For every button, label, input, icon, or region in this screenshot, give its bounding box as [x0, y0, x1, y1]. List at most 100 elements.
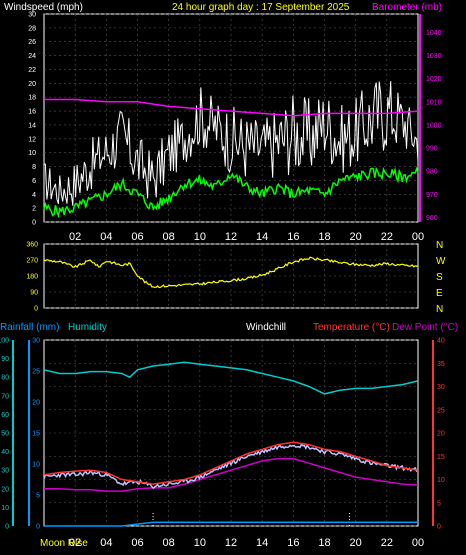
- hour-tick-label: 06: [131, 231, 143, 243]
- humidity-tick-label: 90: [1, 356, 9, 363]
- humidity-tick-label: 60: [1, 412, 9, 419]
- barometer-tick-label: 980: [426, 169, 438, 176]
- humidity-tick-label: 80: [1, 375, 9, 382]
- compass-label: N: [436, 304, 443, 315]
- temperature-label: Temperature (°C): [313, 322, 390, 333]
- humidity-tick-label: 10: [1, 505, 9, 512]
- compass-label: E: [436, 288, 443, 299]
- wind-direction-line: [43, 256, 419, 289]
- hour-tick-label: 12: [225, 231, 237, 243]
- hour-tick-label: 02: [69, 537, 81, 549]
- windspeed-tick-label: 2: [32, 206, 36, 213]
- hour-tick-label: 00: [412, 231, 424, 243]
- barometer-tick-label: 1030: [426, 53, 442, 60]
- wind-average-line: [43, 166, 419, 219]
- hour-tick-label: 02: [69, 231, 81, 243]
- hour-tick-label: 10: [194, 537, 206, 549]
- hour-tick-label: 14: [256, 231, 268, 243]
- hour-tick-label: 22: [381, 537, 393, 549]
- rainfall-label: Rainfall (mm): [0, 322, 59, 333]
- direction-tick-label: 270: [26, 258, 38, 265]
- hour-tick-label: 12: [225, 537, 237, 549]
- hour-tick-label: 18: [318, 537, 330, 549]
- direction-tick-label: 0: [34, 306, 38, 313]
- temperature-hour-labels: 02 04 06 08 10 12 14 16 18 20 22 00: [69, 537, 424, 549]
- hour-tick-label: 06: [131, 537, 143, 549]
- direction-tick-label: 90: [30, 290, 38, 297]
- barometer-tick-label: 1010: [426, 99, 442, 106]
- windspeed-tick-label: 4: [32, 192, 36, 199]
- windspeed-tick-label: 22: [28, 67, 36, 74]
- humidity-label: Humidity: [68, 322, 107, 333]
- temperature-tick-label: 0: [437, 524, 441, 531]
- hour-tick-label: 16: [287, 537, 299, 549]
- windspeed-tick-label: 18: [28, 95, 36, 102]
- hour-tick-label: 20: [350, 537, 362, 549]
- windspeed-tick-label: 30: [28, 12, 36, 19]
- temperature-tick-label: 5: [437, 500, 441, 507]
- windspeed-tick-label: 12: [28, 136, 36, 143]
- barometer-tick-label: 960: [426, 215, 438, 222]
- barometer-tick-label: 970: [426, 192, 438, 199]
- humidity-tick-label: 70: [1, 393, 9, 400]
- hour-tick-label: 08: [163, 231, 175, 243]
- compass-label: N: [436, 240, 443, 251]
- compass-label: W: [436, 256, 446, 267]
- temperature-tick-label: 40: [437, 338, 445, 345]
- hour-tick-label: 14: [256, 537, 268, 549]
- humidity-tick-label: 100: [0, 338, 9, 345]
- windspeed-tick-label: 10: [28, 150, 36, 157]
- barometer-tick-label: 1000: [426, 122, 442, 129]
- hour-tick-label: 04: [100, 537, 112, 549]
- wind-hour-labels: 02 04 06 08 10 12 14 16 18 20 22 00: [69, 231, 424, 243]
- windspeed-tick-label: 0: [32, 220, 36, 227]
- rainfall-line: [44, 521, 418, 527]
- rainfall-tick-label: 25: [32, 369, 40, 376]
- windspeed-label: Windspeed (mph): [4, 2, 83, 13]
- hour-tick-label: 08: [163, 537, 175, 549]
- temperature-tick-label: 25: [437, 407, 445, 414]
- graph-title: 24 hour graph day : 17 September 2025: [172, 2, 350, 13]
- hour-tick-label: 18: [318, 231, 330, 243]
- windspeed-tick-label: 28: [28, 25, 36, 32]
- windspeed-tick-label: 8: [32, 164, 36, 171]
- direction-tick-label: 360: [26, 242, 38, 249]
- compass-label: S: [436, 272, 443, 283]
- moon-rise-label: Moon Rise: [40, 538, 88, 549]
- temperature-tick-label: 10: [437, 477, 445, 484]
- humidity-tick-label: 20: [1, 486, 9, 493]
- windspeed-tick-label: 26: [28, 39, 36, 46]
- temperature-line: [43, 441, 419, 485]
- dewpoint-label: Dew Point (°C): [392, 322, 458, 333]
- temperature-tick-label: 15: [437, 454, 445, 461]
- windspeed-tick-label: 24: [28, 53, 36, 60]
- barometer-tick-label: 1020: [426, 76, 442, 83]
- temperature-tick-label: 35: [437, 361, 445, 368]
- windspeed-tick-label: 6: [32, 178, 36, 185]
- humidity-tick-label: 30: [1, 468, 9, 475]
- hour-tick-label: 10: [194, 231, 206, 243]
- dewpoint-line: [44, 457, 419, 492]
- barometer-tick-label: 990: [426, 146, 438, 153]
- humidity-line: [43, 361, 419, 395]
- barometer-label: Barometer (mb): [372, 2, 442, 13]
- hour-tick-label: 00: [412, 537, 424, 549]
- rainfall-tick-label: 5: [36, 493, 40, 500]
- rainfall-tick-label: 30: [32, 338, 40, 345]
- temperature-tick-label: 20: [437, 431, 445, 438]
- rainfall-tick-label: 15: [32, 431, 40, 438]
- hour-tick-label: 04: [100, 231, 112, 243]
- windspeed-tick-label: 14: [28, 122, 36, 129]
- windspeed-tick-label: 20: [28, 81, 36, 88]
- hour-tick-label: 16: [287, 231, 299, 243]
- direction-tick-label: 180: [26, 274, 38, 281]
- windchill-line: [43, 442, 419, 490]
- rainfall-tick-label: 10: [32, 462, 40, 469]
- windchill-label: Windchill: [246, 322, 286, 333]
- hour-tick-label: 22: [381, 231, 393, 243]
- barometer-tick-label: 1040: [426, 30, 442, 37]
- rainfall-tick-label: 0: [36, 524, 40, 531]
